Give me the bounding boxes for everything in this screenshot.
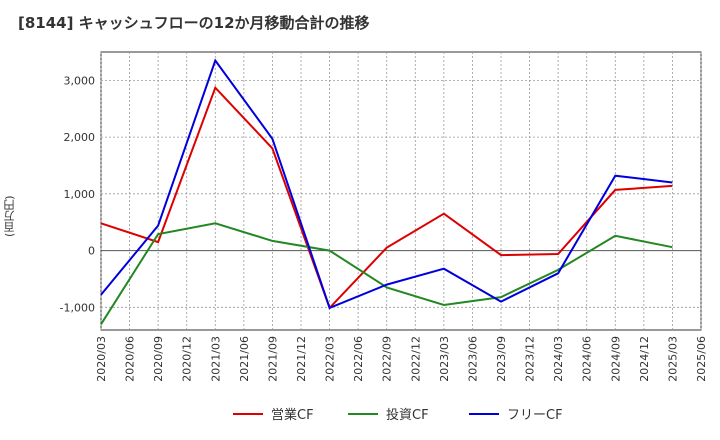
series-line-2 [100,222,673,325]
x-tick-label: 2021/03 [209,336,222,382]
x-tick-label: 2023/09 [495,336,508,382]
x-tick-label: 2020/12 [181,336,194,382]
x-tick-label: 2021/12 [295,336,308,382]
legend-label-3: フリーCF [507,408,563,423]
x-tick-label: 2023/12 [524,336,537,382]
x-tick-label: 2021/06 [238,336,251,382]
y-tick-label: -1,000 [60,301,95,314]
x-tick-label: 2025/03 [666,336,679,382]
x-tick-label: 2025/06 [695,336,708,382]
y-tick-label: 3,000 [64,74,96,87]
legend-label-2: 投資CF [386,407,429,423]
x-tick-label: 2024/03 [552,336,565,382]
x-tick-label: 2020/03 [95,336,108,382]
x-tick-label: 2020/09 [152,336,165,382]
x-tick-label: 2021/09 [266,336,279,382]
series-line-3 [100,58,673,310]
y-tick-label: 2,000 [64,131,96,144]
y-tick-label: 0 [88,245,95,258]
x-tick-label: 2022/06 [352,336,365,382]
x-tick-label: 2024/09 [609,336,622,382]
x-tick-label: 2022/03 [324,336,337,382]
x-tick-label: 2023/06 [466,336,479,382]
x-tick-label: 2020/06 [124,336,137,382]
x-tick-label: 2022/09 [381,336,394,382]
x-tick-label: 2022/12 [409,336,422,382]
plot-area [100,51,702,331]
legend-label-1: 営業CF [271,407,314,423]
x-tick-label: 2024/06 [581,336,594,382]
series-line-1 [100,85,673,310]
x-tick-label: 2023/03 [438,336,451,382]
chart-title: [8144] キャッシュフローの12か月移動合計の推移 [18,14,370,32]
x-tick-label: 2024/12 [638,336,651,382]
y-tick-label: 1,000 [64,188,96,201]
